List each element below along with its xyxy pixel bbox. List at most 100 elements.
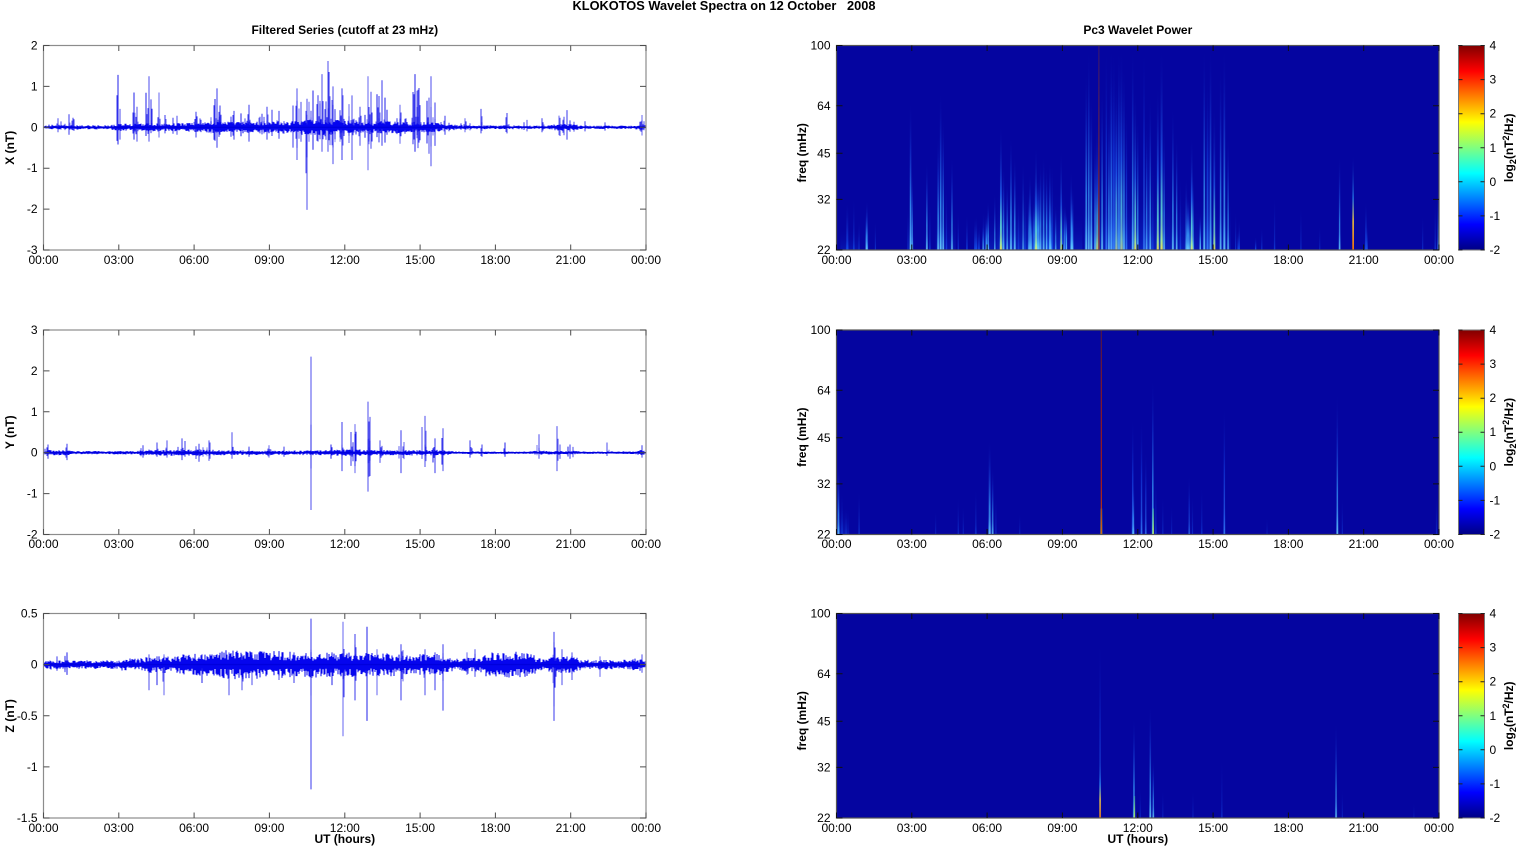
svg-text:100: 100 bbox=[810, 39, 830, 53]
svg-text:freq (mHz): freq (mHz) bbox=[795, 123, 809, 182]
svg-text:X (nT): X (nT) bbox=[3, 131, 17, 165]
svg-text:00:00: 00:00 bbox=[1424, 821, 1454, 835]
svg-text:32: 32 bbox=[817, 477, 831, 491]
svg-text:2: 2 bbox=[31, 364, 38, 378]
svg-text:18:00: 18:00 bbox=[1273, 253, 1303, 267]
svg-text:45: 45 bbox=[817, 146, 831, 160]
svg-text:log2(nT2/Hz): log2(nT2/Hz) bbox=[1501, 398, 1518, 467]
svg-text:log2(nT2/Hz): log2(nT2/Hz) bbox=[1501, 113, 1518, 182]
svg-text:18:00: 18:00 bbox=[1273, 821, 1303, 835]
svg-text:log2(nT2/Hz): log2(nT2/Hz) bbox=[1501, 681, 1518, 750]
svg-text:18:00: 18:00 bbox=[1273, 537, 1303, 551]
svg-text:-2: -2 bbox=[1490, 811, 1501, 825]
svg-text:3: 3 bbox=[1490, 641, 1497, 655]
svg-text:32: 32 bbox=[817, 760, 831, 774]
svg-text:Pc3 Wavelet Power: Pc3 Wavelet Power bbox=[1083, 23, 1192, 37]
svg-text:15:00: 15:00 bbox=[1198, 821, 1228, 835]
svg-text:4: 4 bbox=[1490, 607, 1497, 621]
svg-text:45: 45 bbox=[817, 431, 831, 445]
svg-text:0.5: 0.5 bbox=[21, 607, 38, 621]
svg-text:12:00: 12:00 bbox=[330, 537, 360, 551]
svg-text:15:00: 15:00 bbox=[405, 537, 435, 551]
svg-text:3: 3 bbox=[1490, 357, 1497, 371]
svg-text:09:00: 09:00 bbox=[254, 821, 284, 835]
svg-text:15:00: 15:00 bbox=[405, 253, 435, 267]
svg-text:1: 1 bbox=[1490, 141, 1497, 155]
svg-text:06:00: 06:00 bbox=[972, 253, 1002, 267]
svg-text:00:00: 00:00 bbox=[631, 537, 661, 551]
svg-text:06:00: 06:00 bbox=[972, 821, 1002, 835]
svg-text:12:00: 12:00 bbox=[1123, 821, 1153, 835]
svg-text:09:00: 09:00 bbox=[254, 253, 284, 267]
svg-text:00:00: 00:00 bbox=[631, 253, 661, 267]
svg-text:00:00: 00:00 bbox=[28, 537, 58, 551]
svg-text:-2: -2 bbox=[1490, 243, 1501, 257]
svg-text:UT (hours): UT (hours) bbox=[314, 832, 375, 846]
svg-text:00:00: 00:00 bbox=[821, 253, 851, 267]
svg-text:22: 22 bbox=[817, 811, 831, 825]
svg-text:100: 100 bbox=[810, 323, 830, 337]
svg-text:Z (nT): Z (nT) bbox=[3, 699, 17, 732]
svg-text:-3: -3 bbox=[27, 243, 38, 257]
svg-text:2: 2 bbox=[1490, 675, 1497, 689]
svg-text:32: 32 bbox=[817, 192, 831, 206]
svg-text:09:00: 09:00 bbox=[254, 537, 284, 551]
svg-text:21:00: 21:00 bbox=[1349, 821, 1379, 835]
svg-text:22: 22 bbox=[817, 243, 831, 257]
svg-text:Y (nT): Y (nT) bbox=[3, 415, 17, 449]
svg-text:06:00: 06:00 bbox=[179, 253, 209, 267]
svg-text:64: 64 bbox=[817, 383, 831, 397]
svg-text:00:00: 00:00 bbox=[1424, 253, 1454, 267]
svg-text:12:00: 12:00 bbox=[330, 253, 360, 267]
svg-text:-1: -1 bbox=[1490, 777, 1501, 791]
svg-text:00:00: 00:00 bbox=[28, 253, 58, 267]
svg-text:-2: -2 bbox=[1490, 528, 1501, 542]
svg-text:12:00: 12:00 bbox=[330, 821, 360, 835]
svg-text:12:00: 12:00 bbox=[1123, 537, 1153, 551]
svg-text:-1: -1 bbox=[27, 487, 38, 501]
svg-text:09:00: 09:00 bbox=[1047, 537, 1077, 551]
svg-text:2: 2 bbox=[1490, 391, 1497, 405]
svg-text:00:00: 00:00 bbox=[1424, 537, 1454, 551]
svg-text:06:00: 06:00 bbox=[972, 537, 1002, 551]
svg-text:15:00: 15:00 bbox=[1198, 537, 1228, 551]
svg-text:3: 3 bbox=[1490, 73, 1497, 87]
svg-text:09:00: 09:00 bbox=[1047, 253, 1077, 267]
svg-text:KLOKOTOS Wavelet Spectra on 12: KLOKOTOS Wavelet Spectra on 12 October 2… bbox=[573, 0, 876, 13]
svg-text:12:00: 12:00 bbox=[1123, 253, 1153, 267]
svg-text:00:00: 00:00 bbox=[28, 821, 58, 835]
svg-text:0: 0 bbox=[31, 446, 38, 460]
svg-text:18:00: 18:00 bbox=[480, 821, 510, 835]
svg-text:Filtered Series (cutoff at 23: Filtered Series (cutoff at 23 mHz) bbox=[251, 23, 438, 37]
svg-text:freq (mHz): freq (mHz) bbox=[795, 408, 809, 467]
svg-text:45: 45 bbox=[817, 714, 831, 728]
svg-text:18:00: 18:00 bbox=[480, 537, 510, 551]
svg-text:03:00: 03:00 bbox=[104, 253, 134, 267]
svg-text:03:00: 03:00 bbox=[104, 821, 134, 835]
svg-text:-2: -2 bbox=[27, 528, 38, 542]
svg-text:64: 64 bbox=[817, 99, 831, 113]
svg-text:freq (mHz): freq (mHz) bbox=[795, 691, 809, 750]
svg-text:2: 2 bbox=[31, 39, 38, 53]
svg-text:4: 4 bbox=[1490, 39, 1497, 53]
svg-text:21:00: 21:00 bbox=[1349, 537, 1379, 551]
svg-text:-2: -2 bbox=[27, 202, 38, 216]
svg-text:06:00: 06:00 bbox=[179, 821, 209, 835]
svg-text:-1: -1 bbox=[1490, 209, 1501, 223]
svg-text:21:00: 21:00 bbox=[556, 821, 586, 835]
svg-text:1: 1 bbox=[1490, 709, 1497, 723]
svg-text:1: 1 bbox=[31, 405, 38, 419]
svg-text:21:00: 21:00 bbox=[556, 253, 586, 267]
svg-text:0: 0 bbox=[31, 658, 38, 672]
svg-text:15:00: 15:00 bbox=[405, 821, 435, 835]
svg-text:0: 0 bbox=[1490, 459, 1497, 473]
svg-text:1: 1 bbox=[1490, 425, 1497, 439]
svg-text:-1.5: -1.5 bbox=[17, 811, 38, 825]
svg-text:21:00: 21:00 bbox=[556, 537, 586, 551]
svg-text:15:00: 15:00 bbox=[1198, 253, 1228, 267]
svg-text:0: 0 bbox=[1490, 175, 1497, 189]
svg-text:64: 64 bbox=[817, 667, 831, 681]
svg-text:-1: -1 bbox=[27, 760, 38, 774]
svg-text:22: 22 bbox=[817, 528, 831, 542]
svg-text:00:00: 00:00 bbox=[821, 537, 851, 551]
